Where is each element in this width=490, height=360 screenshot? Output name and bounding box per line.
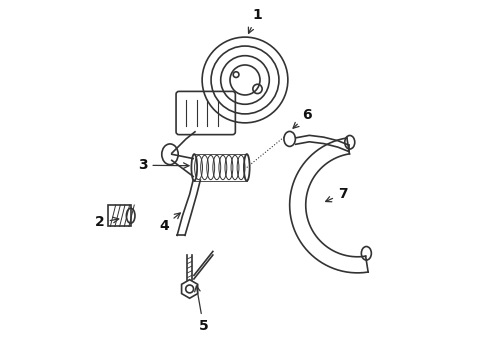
Text: 7: 7	[326, 187, 347, 202]
Text: 6: 6	[293, 108, 312, 128]
Text: 2: 2	[95, 215, 119, 229]
Text: 5: 5	[195, 286, 208, 333]
Text: 4: 4	[159, 213, 180, 233]
Text: 1: 1	[248, 8, 262, 33]
Text: 3: 3	[138, 158, 189, 172]
